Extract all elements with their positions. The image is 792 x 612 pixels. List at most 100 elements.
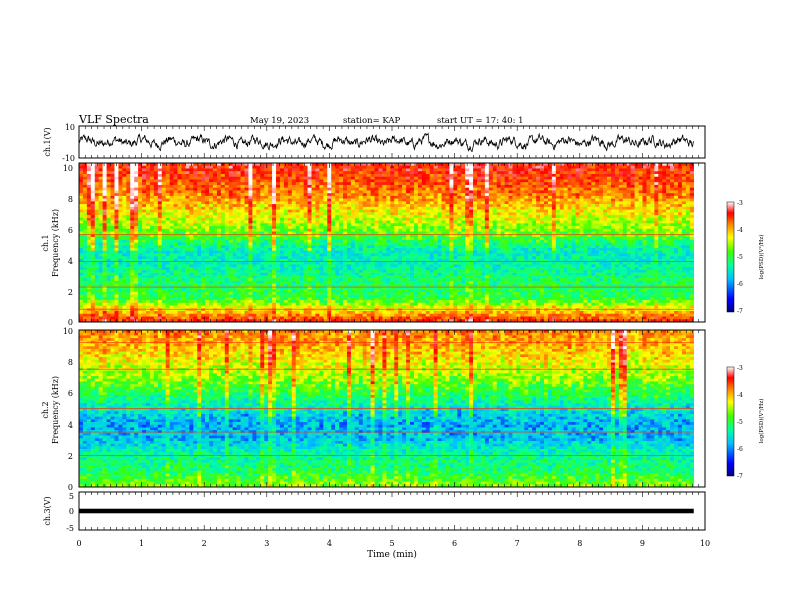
spectrogram-cell bbox=[477, 237, 482, 241]
spectrogram-cell bbox=[268, 201, 273, 205]
spectrogram-cell bbox=[575, 198, 580, 202]
spectrogram-cell bbox=[587, 226, 592, 230]
spectrogram-cell bbox=[323, 234, 328, 238]
spectrogram-cell bbox=[610, 179, 616, 183]
spectrogram-cell bbox=[130, 179, 135, 183]
spectrogram-cell bbox=[354, 198, 360, 202]
spectrogram-cell bbox=[209, 173, 214, 177]
spectrogram-cell bbox=[169, 198, 174, 202]
spectrogram-cell bbox=[90, 237, 96, 241]
spectrogram-cell bbox=[94, 173, 99, 177]
spectrogram-cell bbox=[216, 168, 222, 172]
spectrogram-cell bbox=[670, 237, 675, 241]
spectrogram-cell bbox=[650, 231, 655, 235]
spectrogram-cell bbox=[102, 163, 107, 166]
spectrogram-cell bbox=[354, 195, 360, 199]
spectrogram-cell bbox=[425, 198, 430, 202]
spectrogram-cell bbox=[386, 182, 391, 186]
spectrogram-cell bbox=[413, 176, 419, 180]
spectrogram-cell bbox=[201, 173, 206, 177]
spectrogram-cell bbox=[185, 239, 190, 243]
spectrogram-cell bbox=[528, 228, 533, 232]
spectrogram-cell bbox=[350, 182, 356, 186]
spectrogram-cell bbox=[193, 215, 198, 219]
spectrogram-cell bbox=[335, 228, 340, 232]
spectrogram-cell bbox=[307, 168, 312, 172]
spectrogram-cell bbox=[567, 171, 572, 175]
spectrogram-cell bbox=[256, 179, 261, 183]
spectrogram-cell bbox=[398, 163, 403, 166]
spectrogram-cell bbox=[638, 242, 643, 246]
spectrogram-cell bbox=[638, 209, 643, 213]
spectrogram-cell bbox=[504, 165, 509, 169]
spectrogram-cell bbox=[189, 190, 194, 194]
spectrogram-cell bbox=[224, 176, 229, 180]
spectrogram-cell bbox=[256, 217, 261, 221]
spectrogram-cell bbox=[437, 234, 442, 238]
spectrogram-cell bbox=[201, 182, 206, 186]
spectrogram-cell bbox=[161, 228, 166, 232]
spectrogram-cell bbox=[86, 190, 92, 194]
spectrogram-cell bbox=[563, 237, 568, 241]
spectrogram-cell bbox=[484, 171, 490, 175]
spectrogram-cell bbox=[86, 215, 92, 219]
spectrogram-cell bbox=[610, 226, 616, 230]
spectrogram-cell bbox=[311, 165, 316, 169]
spectrogram-cell bbox=[504, 168, 509, 172]
spectrogram-cell bbox=[134, 184, 139, 188]
spectrogram-cell bbox=[437, 193, 442, 197]
spectrogram-cell bbox=[469, 163, 474, 166]
spectrogram-cell bbox=[307, 182, 312, 186]
spectrogram-cell bbox=[386, 187, 391, 191]
spectrogram-cell bbox=[398, 187, 403, 191]
spectrogram-cell bbox=[622, 204, 627, 208]
spectrogram-cell bbox=[118, 163, 123, 166]
spectrogram-cell bbox=[138, 168, 143, 172]
spectrogram-cell bbox=[528, 163, 533, 166]
spectrogram-cell bbox=[457, 173, 462, 177]
spectrogram-cell bbox=[595, 187, 600, 191]
spectrogram-cell bbox=[488, 226, 494, 230]
spectrogram-cell bbox=[524, 187, 529, 191]
spectrogram-cell bbox=[689, 231, 694, 235]
spectrogram-cell bbox=[532, 204, 537, 208]
spectrogram-cell bbox=[685, 206, 691, 210]
spectrogram-cell bbox=[488, 168, 494, 172]
spectrogram-cell bbox=[413, 182, 419, 186]
spectrogram-cell bbox=[622, 226, 627, 230]
spectrogram-cell bbox=[343, 245, 348, 249]
spectrogram-cell bbox=[378, 163, 383, 166]
spectrogram-cell bbox=[209, 184, 214, 188]
spectrogram-cell bbox=[595, 228, 600, 232]
spectrogram-cell bbox=[90, 198, 96, 202]
spectrogram-cell bbox=[138, 231, 143, 235]
spectrogram-cell bbox=[362, 182, 367, 186]
spectrogram-cell bbox=[94, 198, 99, 202]
spectrogram-cell bbox=[122, 237, 127, 241]
spectrogram-cell bbox=[382, 187, 387, 191]
spectrogram-cell bbox=[547, 215, 553, 219]
spectrogram-cell bbox=[425, 217, 430, 221]
spectrogram-cell bbox=[272, 220, 277, 224]
spectrogram-cell bbox=[244, 193, 249, 197]
spectrogram-cell bbox=[161, 239, 166, 243]
spectrogram-cell bbox=[209, 228, 214, 232]
spectrogram-cell bbox=[595, 165, 600, 169]
spectrogram-cell bbox=[374, 212, 379, 216]
spectrogram-cell bbox=[283, 228, 289, 232]
spectrogram-cell bbox=[413, 226, 419, 230]
spectrogram-cell bbox=[272, 215, 277, 219]
spectrogram-cell bbox=[268, 193, 273, 197]
spectrogram-cell bbox=[264, 234, 269, 238]
spectrogram-cell bbox=[567, 223, 572, 227]
spectrogram-cell bbox=[543, 201, 549, 205]
spectrogram-cell bbox=[551, 217, 557, 221]
spectrogram-cell bbox=[571, 215, 576, 219]
spectrogram-cell bbox=[461, 165, 466, 169]
spectrogram-cell bbox=[441, 206, 446, 210]
spectrogram-cell bbox=[453, 245, 458, 249]
spectrogram-cell bbox=[500, 182, 505, 186]
spectrogram-cell bbox=[386, 173, 391, 177]
spectrogram-cell bbox=[540, 173, 545, 177]
spectrogram-cell bbox=[524, 204, 529, 208]
